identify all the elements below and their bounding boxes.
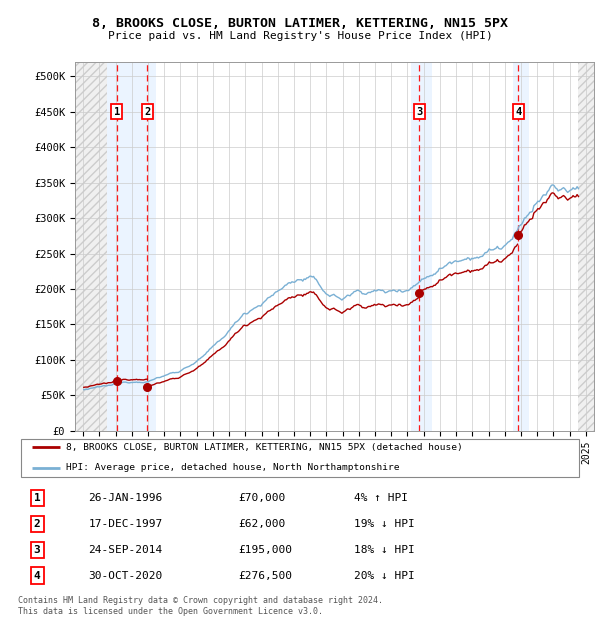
Text: £70,000: £70,000 xyxy=(238,493,285,503)
Bar xyxy=(513,62,529,431)
Bar xyxy=(75,62,107,431)
Text: 1: 1 xyxy=(113,107,120,117)
Text: 24-SEP-2014: 24-SEP-2014 xyxy=(89,544,163,555)
Text: 4: 4 xyxy=(515,107,521,117)
Text: 26-JAN-1996: 26-JAN-1996 xyxy=(89,493,163,503)
Text: HPI: Average price, detached house, North Northamptonshire: HPI: Average price, detached house, Nort… xyxy=(66,463,400,472)
FancyBboxPatch shape xyxy=(21,438,578,477)
Text: 1: 1 xyxy=(34,493,41,503)
Text: 8, BROOKS CLOSE, BURTON LATIMER, KETTERING, NN15 5PX (detached house): 8, BROOKS CLOSE, BURTON LATIMER, KETTERI… xyxy=(66,443,463,452)
Text: Contains HM Land Registry data © Crown copyright and database right 2024.
This d: Contains HM Land Registry data © Crown c… xyxy=(18,596,383,616)
Text: 3: 3 xyxy=(34,544,41,555)
Text: 4: 4 xyxy=(34,570,41,580)
Text: 2: 2 xyxy=(34,519,41,529)
Text: £62,000: £62,000 xyxy=(238,519,285,529)
Text: £195,000: £195,000 xyxy=(238,544,292,555)
Text: £276,500: £276,500 xyxy=(238,570,292,580)
Text: 4% ↑ HPI: 4% ↑ HPI xyxy=(353,493,407,503)
Text: Price paid vs. HM Land Registry's House Price Index (HPI): Price paid vs. HM Land Registry's House … xyxy=(107,31,493,41)
Bar xyxy=(578,62,594,431)
Text: 18% ↓ HPI: 18% ↓ HPI xyxy=(353,544,415,555)
Text: 17-DEC-1997: 17-DEC-1997 xyxy=(89,519,163,529)
Text: 30-OCT-2020: 30-OCT-2020 xyxy=(89,570,163,580)
Text: 20% ↓ HPI: 20% ↓ HPI xyxy=(353,570,415,580)
Text: 2: 2 xyxy=(144,107,151,117)
Text: 19% ↓ HPI: 19% ↓ HPI xyxy=(353,519,415,529)
Text: 8, BROOKS CLOSE, BURTON LATIMER, KETTERING, NN15 5PX: 8, BROOKS CLOSE, BURTON LATIMER, KETTERI… xyxy=(92,17,508,30)
Text: 3: 3 xyxy=(416,107,422,117)
Bar xyxy=(107,62,156,431)
Bar xyxy=(411,62,432,431)
